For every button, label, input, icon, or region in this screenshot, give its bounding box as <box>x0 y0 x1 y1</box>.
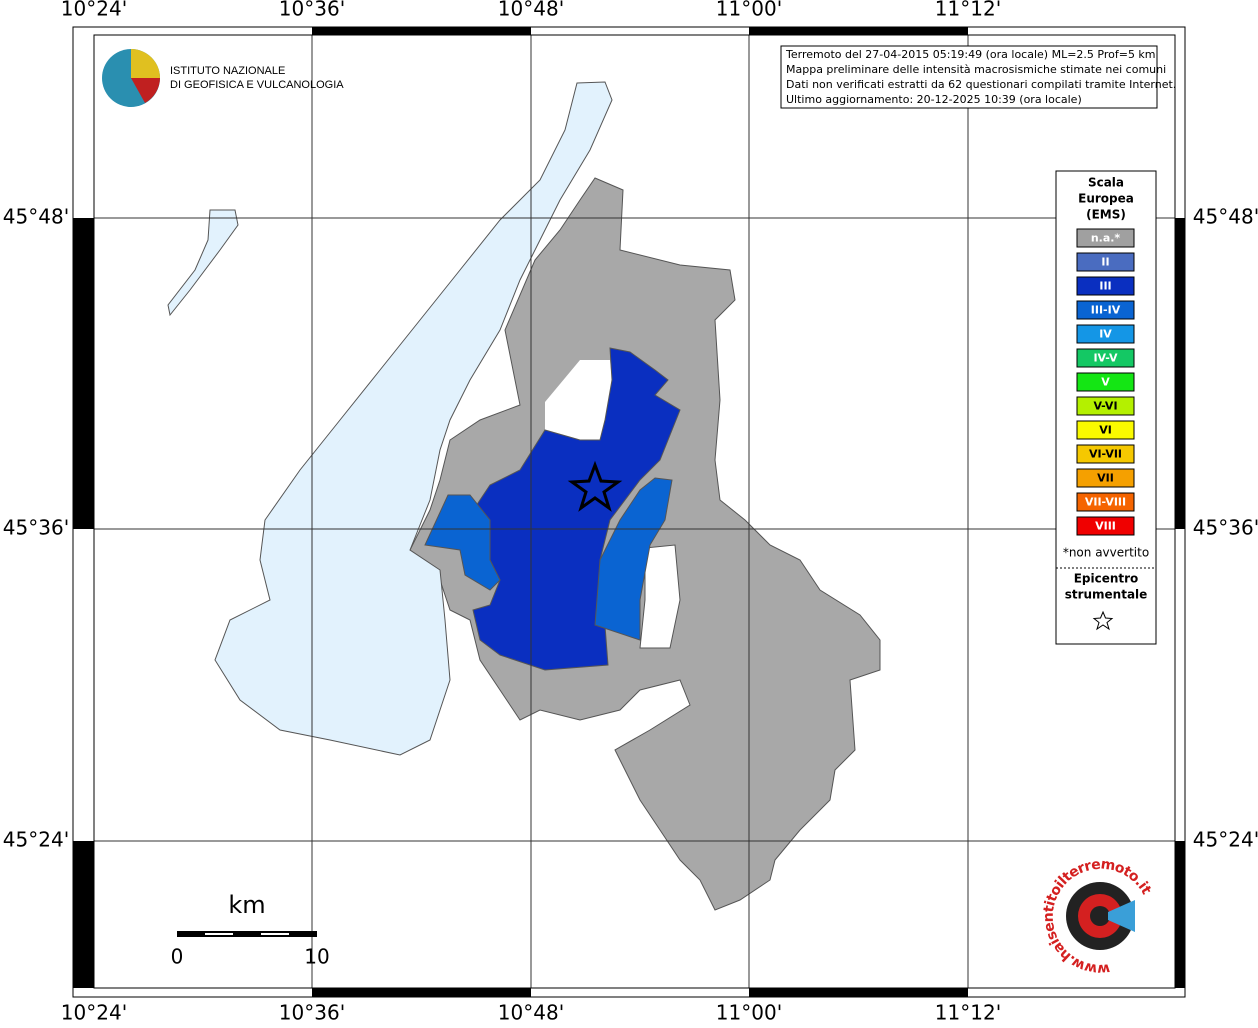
logo-text: ISTITUTO NAZIONALE <box>170 65 285 77</box>
latitude-label: 45°48' <box>1193 205 1258 229</box>
legend-swatch <box>1076 276 1135 296</box>
legend-label: n.a.* <box>1091 232 1121 245</box>
latitude-label: 45°36' <box>1193 516 1258 540</box>
frame-band <box>1175 218 1185 529</box>
legend-epicenter: strumentale <box>1065 588 1148 602</box>
legend-title: (EMS) <box>1086 208 1126 222</box>
legend-label: V <box>1101 376 1110 389</box>
longitude-label: 11°12' <box>935 1001 1001 1025</box>
info-frame <box>780 45 1158 109</box>
latitude-label: 45°24' <box>3 828 69 852</box>
logo-segment <box>131 49 160 78</box>
region-iii-iv <box>594 477 673 641</box>
info-line: Dati non verificati estratti da 62 quest… <box>786 78 1176 91</box>
scale-unit: km <box>228 891 265 919</box>
frame-band <box>312 988 531 997</box>
info-box: Terremoto del 27-04-2015 05:19:49 (ora l… <box>780 45 1176 109</box>
legend-label: II <box>1101 256 1109 269</box>
logo-segment <box>131 78 160 103</box>
longitude-label: 10°24' <box>61 1001 127 1025</box>
region-iii <box>469 347 681 671</box>
legend-swatch <box>1076 228 1135 248</box>
logo-text: DI GEOFISICA E VULCANOLOGIA <box>170 79 344 91</box>
legend-swatch <box>1076 372 1135 392</box>
scale-start: 0 <box>171 945 184 969</box>
no-data-area <box>545 360 612 440</box>
info-line: Terremoto del 27-04-2015 05:19:49 (ora l… <box>785 48 1156 61</box>
legend-label: VIII <box>1095 520 1116 533</box>
logo: ISTITUTO NAZIONALE DI GEOFISICA E VULCAN… <box>102 49 344 107</box>
legend-label: VI <box>1099 424 1112 437</box>
epicenter-star <box>567 460 623 512</box>
legend-label: IV <box>1099 328 1112 341</box>
longitude-label: 10°36' <box>279 0 345 21</box>
legend-note: *non avvertito <box>1063 546 1149 560</box>
legend-star <box>1092 610 1114 631</box>
legend-swatch <box>1076 420 1135 440</box>
frame <box>72 26 1186 998</box>
legend-label: VII-VIII <box>1085 496 1126 509</box>
badge-speaker <box>1108 900 1135 932</box>
info-line: Ultimo aggiornamento: 20-12-2025 10:39 (… <box>786 93 1082 106</box>
frame-band <box>312 27 531 35</box>
legend-swatch <box>1076 444 1135 464</box>
region-iii-iv <box>424 494 501 591</box>
frame-band <box>1175 841 1185 988</box>
legend-label: III-IV <box>1091 304 1121 317</box>
longitude-label: 11°00' <box>716 0 782 21</box>
legend-swatch <box>1076 324 1135 344</box>
scale-bar: km 0 10 <box>171 891 330 969</box>
lake <box>214 81 613 756</box>
legend-title: Europea <box>1078 192 1134 206</box>
scale-bar-body <box>177 931 317 937</box>
longitude-label: 10°48' <box>498 1001 564 1025</box>
legend-epicenter: Epicentro <box>1074 572 1139 586</box>
regions <box>167 81 881 911</box>
badge-ring <box>1090 906 1110 926</box>
scale-bar-segment <box>205 933 233 935</box>
latitude-label: 45°36' <box>3 516 69 540</box>
info-line: Mappa preliminare delle intensità macros… <box>786 63 1166 76</box>
legend-title: Scala <box>1088 176 1124 190</box>
legend-label: IV-V <box>1093 352 1118 365</box>
longitude-label: 10°36' <box>279 1001 345 1025</box>
legend-swatch <box>1076 300 1135 320</box>
frame-band <box>749 988 968 997</box>
scale-bar-segment <box>261 933 289 935</box>
legend-swatch <box>1076 396 1135 416</box>
longitude-label: 11°00' <box>716 1001 782 1025</box>
scale-end: 10 <box>304 945 329 969</box>
no-data-area <box>639 544 681 649</box>
frame-band <box>749 27 968 35</box>
legend-swatch <box>1076 516 1135 536</box>
legend-label: VI-VII <box>1089 448 1122 461</box>
longitude-label: 10°48' <box>498 0 564 21</box>
latitude-label: 45°48' <box>3 205 69 229</box>
legend-label: III <box>1099 280 1111 293</box>
longitude-label: 10°24' <box>61 0 127 21</box>
legend-swatch <box>1076 348 1135 368</box>
legend-swatch <box>1076 492 1135 512</box>
legend-swatch <box>1076 468 1135 488</box>
legend-label: VII <box>1097 472 1114 485</box>
frame-band <box>73 218 94 529</box>
legend-label: V-VI <box>1093 400 1117 413</box>
frame-band <box>73 841 94 988</box>
legend: ScalaEuropea(EMS)n.a.*IIIIIIII-IVIVIV-VV… <box>1055 170 1157 645</box>
latitude-label: 45°24' <box>1193 828 1258 852</box>
longitude-label: 11°12' <box>935 0 1001 21</box>
legend-swatch <box>1076 252 1135 272</box>
